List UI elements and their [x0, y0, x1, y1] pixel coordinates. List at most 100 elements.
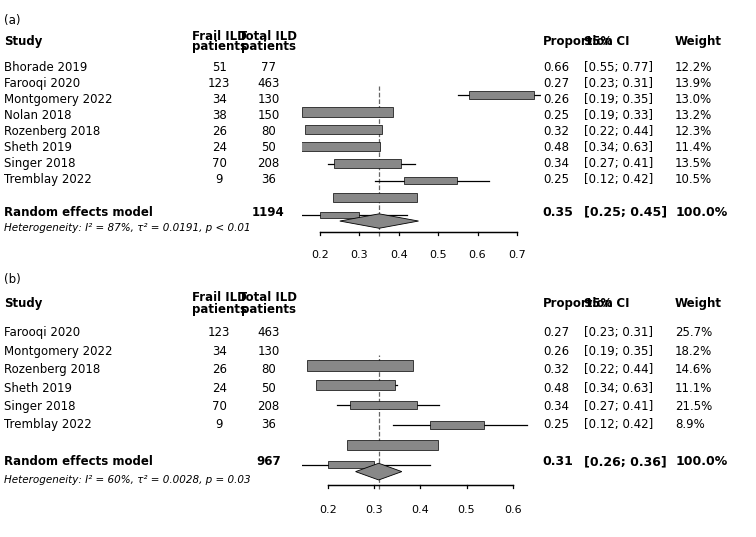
- Text: 0.25: 0.25: [543, 109, 569, 122]
- Text: [0.27; 0.41]: [0.27; 0.41]: [584, 400, 654, 413]
- Text: 80: 80: [261, 363, 276, 376]
- Text: Tremblay 2022: Tremblay 2022: [4, 173, 91, 186]
- Bar: [333, 193, 417, 202]
- Bar: [334, 159, 401, 168]
- Text: Montgomery 2022: Montgomery 2022: [4, 93, 113, 106]
- Text: Sheth 2019: Sheth 2019: [4, 141, 72, 154]
- Text: 10.5%: 10.5%: [675, 173, 712, 186]
- Bar: [300, 142, 380, 151]
- Text: [0.19; 0.35]: [0.19; 0.35]: [584, 345, 653, 358]
- Text: [0.23; 0.31]: [0.23; 0.31]: [584, 77, 653, 90]
- Bar: [430, 421, 485, 429]
- Text: 0.3: 0.3: [351, 250, 368, 260]
- Text: 13.5%: 13.5%: [675, 157, 712, 170]
- Text: 12.3%: 12.3%: [675, 125, 712, 138]
- Text: Heterogeneity: I² = 87%, τ² = 0.0191, p < 0.01: Heterogeneity: I² = 87%, τ² = 0.0191, p …: [4, 223, 250, 233]
- Text: (b): (b): [4, 273, 20, 286]
- Text: [0.25; 0.45]: [0.25; 0.45]: [584, 206, 668, 219]
- Text: 208: 208: [257, 157, 280, 170]
- Text: [0.55; 0.77]: [0.55; 0.77]: [584, 61, 653, 74]
- Text: 21.5%: 21.5%: [675, 400, 712, 413]
- Text: 0.4: 0.4: [390, 250, 407, 260]
- Text: 0.5: 0.5: [429, 250, 447, 260]
- Text: 1194: 1194: [252, 206, 285, 219]
- Text: patients: patients: [192, 302, 246, 316]
- Text: Rozenberg 2018: Rozenberg 2018: [4, 125, 100, 138]
- Text: 0.48: 0.48: [543, 382, 569, 395]
- Text: 38: 38: [212, 109, 227, 122]
- Text: 0.66: 0.66: [543, 61, 569, 74]
- Text: 50: 50: [261, 382, 276, 395]
- Text: patients: patients: [192, 40, 246, 53]
- Text: 80: 80: [261, 125, 276, 138]
- Text: 0.6: 0.6: [504, 505, 522, 515]
- Text: 0.34: 0.34: [543, 400, 569, 413]
- Text: 0.27: 0.27: [543, 77, 569, 90]
- Text: [0.27; 0.41]: [0.27; 0.41]: [584, 157, 654, 170]
- Text: 100.0%: 100.0%: [675, 455, 727, 468]
- Text: 25.7%: 25.7%: [675, 326, 712, 339]
- Text: Rozenberg 2018: Rozenberg 2018: [4, 363, 100, 376]
- Text: Random effects model: Random effects model: [4, 206, 153, 219]
- Text: 0.4: 0.4: [411, 505, 429, 515]
- Text: Random effects model: Random effects model: [4, 455, 153, 468]
- Text: 0.27: 0.27: [543, 326, 569, 339]
- Text: 13.0%: 13.0%: [675, 93, 712, 106]
- Text: 0.2: 0.2: [311, 250, 329, 260]
- Text: 150: 150: [257, 109, 280, 122]
- Text: 12.2%: 12.2%: [675, 61, 712, 74]
- Text: [0.22; 0.44]: [0.22; 0.44]: [584, 125, 654, 138]
- Text: Frail ILD: Frail ILD: [192, 292, 246, 304]
- Bar: [350, 401, 417, 409]
- Text: patients: patients: [241, 302, 296, 316]
- Text: 36: 36: [261, 418, 276, 432]
- Text: 18.2%: 18.2%: [675, 345, 712, 358]
- Text: [0.19; 0.35]: [0.19; 0.35]: [584, 93, 653, 106]
- Text: 0.26: 0.26: [543, 345, 569, 358]
- Text: [0.34; 0.63]: [0.34; 0.63]: [584, 382, 653, 395]
- Text: 0.5: 0.5: [457, 505, 476, 515]
- Text: [0.12; 0.42]: [0.12; 0.42]: [584, 173, 654, 186]
- Text: 0.35: 0.35: [543, 206, 574, 219]
- Text: 50: 50: [261, 141, 276, 154]
- Text: Farooqi 2020: Farooqi 2020: [4, 326, 80, 339]
- Text: Bhorade 2019: Bhorade 2019: [4, 61, 87, 74]
- Bar: [404, 177, 457, 184]
- Polygon shape: [339, 214, 419, 228]
- Text: 463: 463: [257, 77, 280, 90]
- Text: 24: 24: [212, 382, 227, 395]
- Text: Study: Study: [4, 297, 42, 310]
- Text: 26: 26: [212, 125, 227, 138]
- Text: [0.26; 0.36]: [0.26; 0.36]: [584, 455, 667, 468]
- Text: Singer 2018: Singer 2018: [4, 400, 76, 413]
- Bar: [347, 440, 438, 450]
- Text: 0.2: 0.2: [319, 505, 336, 515]
- Text: 130: 130: [257, 345, 280, 358]
- Text: 24: 24: [212, 141, 227, 154]
- Bar: [469, 91, 534, 99]
- Bar: [316, 380, 395, 390]
- Polygon shape: [355, 463, 402, 480]
- Text: 0.34: 0.34: [543, 157, 569, 170]
- Text: 123: 123: [208, 326, 231, 339]
- Text: 123: 123: [208, 77, 231, 90]
- Text: Montgomery 2022: Montgomery 2022: [4, 345, 113, 358]
- Text: Singer 2018: Singer 2018: [4, 157, 76, 170]
- Text: 70: 70: [212, 400, 227, 413]
- Text: 0.32: 0.32: [543, 363, 569, 376]
- Text: 95% CI: 95% CI: [584, 297, 630, 310]
- Text: Proportion: Proportion: [543, 297, 614, 310]
- Text: 34: 34: [212, 345, 227, 358]
- Text: 95% CI: 95% CI: [584, 35, 630, 48]
- Text: patients: patients: [241, 40, 296, 53]
- Text: 0.25: 0.25: [543, 173, 569, 186]
- Text: 26: 26: [212, 363, 227, 376]
- Text: Frail ILD: Frail ILD: [192, 30, 246, 43]
- Text: 130: 130: [257, 93, 280, 106]
- Text: [0.22; 0.44]: [0.22; 0.44]: [584, 363, 654, 376]
- Bar: [302, 107, 393, 117]
- Text: 0.32: 0.32: [543, 125, 569, 138]
- Text: 51: 51: [212, 61, 227, 74]
- Text: 13.2%: 13.2%: [675, 109, 712, 122]
- Bar: [328, 461, 374, 468]
